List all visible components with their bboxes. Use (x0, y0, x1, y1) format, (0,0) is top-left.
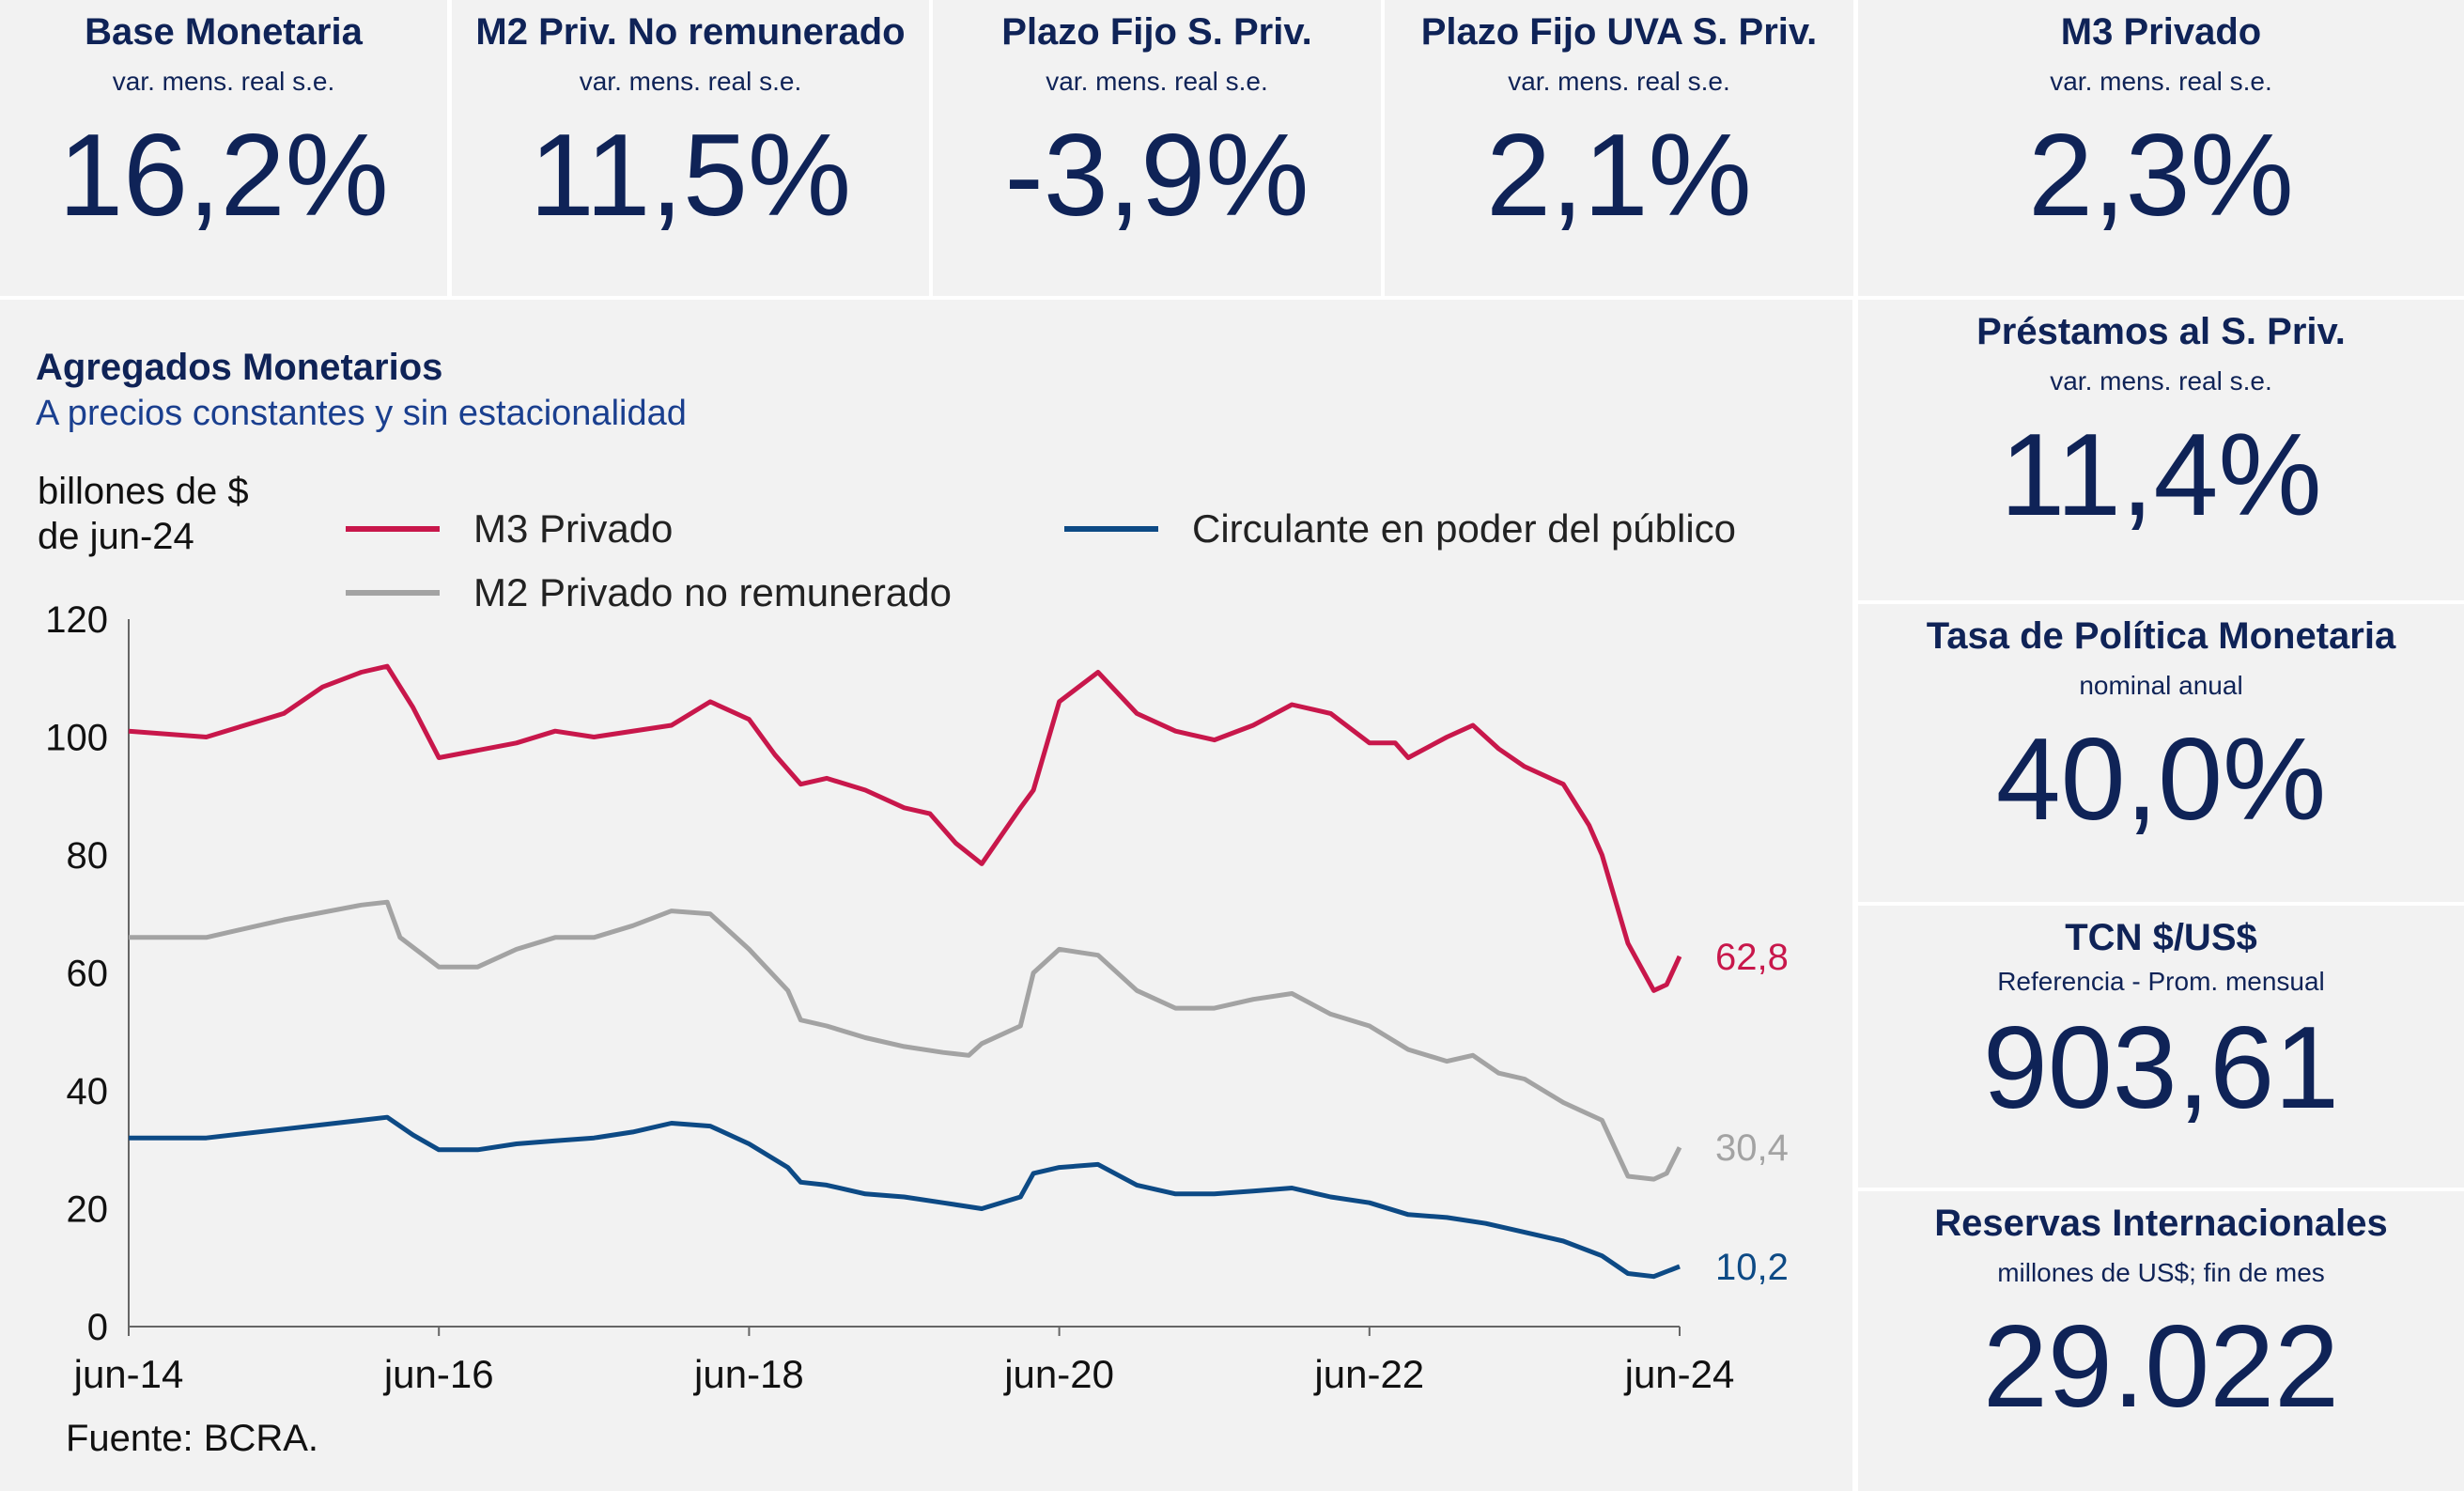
chart-title: Agregados Monetarios (36, 347, 443, 388)
end-value-label: 10,2 (1715, 1247, 1789, 1288)
kpi-title: M2 Priv. No remunerado (475, 11, 906, 53)
series-line-1 (129, 899, 1682, 1182)
kpi-value: 40,0% (1995, 715, 2327, 845)
legend-label: M2 Privado no remunerado (473, 570, 952, 614)
series-line-2 (129, 1114, 1681, 1280)
kpi-card-prestamos: Préstamos al S. Priv. var. mens. real s.… (1858, 300, 2464, 600)
kpi-value: -3,9% (1004, 111, 1309, 241)
kpi-subtitle: var. mens. real s.e. (1508, 67, 1730, 96)
kpi-subtitle: var. mens. real s.e. (112, 67, 335, 96)
kpi-title: M3 Privado (2060, 11, 2262, 53)
kpi-card-tcn: TCN $/US$ Referencia - Prom. mensual 903… (1858, 906, 2464, 1188)
kpi-card-m3-privado: M3 Privado var. mens. real s.e. 2,3% (1858, 0, 2464, 296)
x-tick-label: jun-14 (72, 1352, 184, 1396)
kpi-card-reservas: Reservas Internacionales millones de US$… (1858, 1191, 2464, 1491)
kpi-title: TCN $/US$ (2065, 917, 2257, 958)
kpi-value: 29.022 (1982, 1302, 2340, 1432)
y-tick-label: 120 (45, 599, 108, 641)
kpi-card-plazo-fijo-uva: Plazo Fijo UVA S. Priv. var. mens. real … (1385, 0, 1853, 296)
kpi-subtitle: nominal anual (2079, 671, 2243, 700)
kpi-card-m2-priv: M2 Priv. No remunerado var. mens. real s… (452, 0, 929, 296)
kpi-card-tasa-politica: Tasa de Política Monetaria nominal anual… (1858, 604, 2464, 902)
legend-swatch (346, 526, 440, 532)
kpi-subtitle: var. mens. real s.e. (2050, 366, 2272, 396)
chart-panel: Agregados Monetarios A precios constante… (0, 300, 1852, 1491)
kpi-title: Plazo Fijo S. Priv. (1001, 11, 1312, 53)
y-tick-label: 80 (67, 835, 109, 877)
legend-m2: M2 Privado no remunerado (346, 570, 952, 615)
y-tick-label: 0 (87, 1307, 108, 1348)
series-line-0 (128, 663, 1682, 993)
kpi-value: 2,1% (1486, 111, 1752, 241)
kpi-subtitle: Referencia - Prom. mensual (1997, 967, 2325, 996)
line-chart: 0 20 40 60 80 100 120 jun-14 jun-16 jun-18 jun-20 j… (45, 599, 1789, 1396)
kpi-title: Base Monetaria (85, 11, 363, 53)
kpi-card-base-monetaria: Base Monetaria var. mens. real s.e. 16,2… (0, 0, 447, 296)
y-axis-label: billones de $ de jun-24 (38, 471, 249, 557)
kpi-subtitle: millones de US$; fin de mes (1997, 1258, 2325, 1287)
legend-circulante: Circulante en poder del público (1064, 506, 1736, 551)
y-tick-label: 40 (67, 1071, 109, 1112)
y-tick-label: 60 (67, 954, 109, 995)
legend-m3: M3 Privado (346, 506, 673, 551)
kpi-subtitle: var. mens. real s.e. (1046, 67, 1268, 96)
kpi-subtitle: var. mens. real s.e. (2050, 67, 2272, 96)
y-tick-label: 20 (67, 1189, 109, 1231)
kpi-subtitle: var. mens. real s.e. (579, 67, 802, 96)
kpi-title: Préstamos al S. Priv. (1976, 311, 2346, 352)
kpi-title: Reservas Internacionales (1934, 1203, 2388, 1244)
kpi-value: 11,5% (529, 111, 852, 241)
x-tick-label: jun-20 (1002, 1352, 1114, 1396)
x-tick-label: jun-16 (382, 1352, 494, 1396)
kpi-value: 2,3% (2028, 111, 2294, 241)
kpi-value: 903,61 (1982, 1003, 2340, 1133)
legend-label: Circulante en poder del público (1192, 506, 1737, 551)
chart-subtitle: A precios constantes y sin estacionalida… (36, 394, 687, 433)
kpi-title: Plazo Fijo UVA S. Priv. (1420, 11, 1818, 53)
kpi-value: 16,2% (58, 111, 389, 241)
x-tick-label: jun-22 (1312, 1352, 1424, 1396)
y-tick-label: 100 (45, 718, 108, 759)
legend-label: M3 Privado (473, 506, 674, 551)
end-value-label: 30,4 (1715, 1127, 1789, 1169)
legend-swatch (1064, 526, 1158, 532)
end-value-label: 62,8 (1715, 937, 1789, 978)
x-tick-label: jun-24 (1623, 1352, 1735, 1396)
x-tick-label: jun-18 (692, 1352, 804, 1396)
legend-swatch (346, 590, 440, 596)
kpi-title: Tasa de Política Monetaria (1926, 615, 2396, 657)
kpi-value: 11,4% (2000, 411, 2322, 540)
kpi-card-plazo-fijo: Plazo Fijo S. Priv. var. mens. real s.e.… (933, 0, 1381, 296)
source-note: Fuente: BCRA. (66, 1418, 319, 1459)
